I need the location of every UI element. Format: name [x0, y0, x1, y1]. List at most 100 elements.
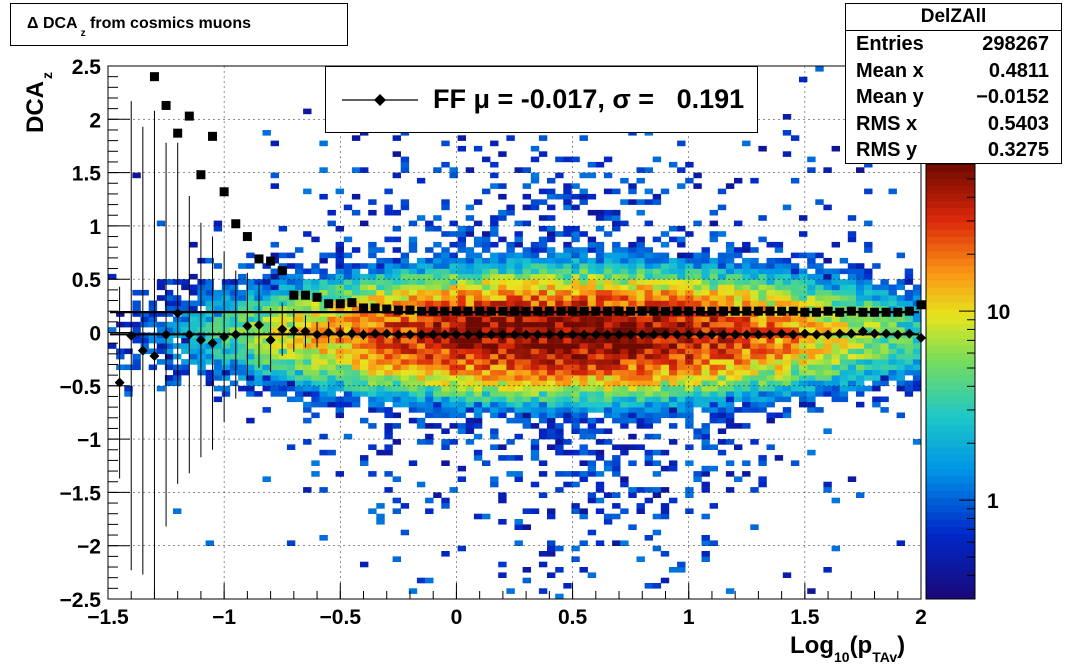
- heatmap-cell: [433, 252, 442, 259]
- heatmap-cell: [620, 247, 629, 253]
- heatmap-cell: [343, 364, 353, 371]
- heatmap-cell: [888, 300, 897, 307]
- heatmap-cell: [498, 193, 507, 200]
- heatmap-cell: [750, 439, 759, 445]
- heatmap-cell: [522, 417, 531, 424]
- heatmap-cell: [205, 348, 214, 355]
- heatmap-cell: [725, 401, 735, 408]
- heatmap-cell: [319, 375, 328, 381]
- heatmap-cell: [571, 268, 580, 275]
- heatmap-cell: [498, 396, 507, 403]
- heatmap-cell: [295, 380, 304, 387]
- heatmap-cell: [327, 385, 336, 392]
- heatmap-cell: [368, 311, 377, 317]
- heatmap-cell: [522, 279, 531, 285]
- heatmap-cell: [734, 279, 743, 285]
- heatmap-cell: [538, 407, 548, 413]
- heatmap-cell: [555, 364, 564, 371]
- heatmap-cell: [758, 353, 767, 360]
- heatmap-cell: [221, 289, 231, 296]
- heatmap-cell: [904, 364, 914, 371]
- heatmap-cell: [360, 391, 369, 397]
- heatmap-cell: [912, 289, 922, 296]
- heatmap-cell: [774, 321, 784, 328]
- heatmap-cell: [238, 369, 247, 376]
- heatmap-cell: [790, 337, 800, 344]
- heatmap-cell: [799, 289, 808, 296]
- heatmap-cell: [384, 412, 393, 419]
- heatmap-cell: [799, 252, 808, 259]
- heatmap-cell: [807, 295, 816, 301]
- heatmap-cell: [189, 300, 198, 307]
- heatmap-cell: [538, 385, 548, 392]
- heatmap-cell: [603, 284, 613, 291]
- heatmap-cell: [514, 273, 523, 280]
- heatmap-cell: [311, 359, 320, 365]
- heatmap-cell: [912, 316, 922, 323]
- heatmap-cell: [351, 247, 361, 253]
- heatmap-cell: [327, 369, 336, 376]
- heatmap-cell: [449, 369, 458, 376]
- heatmap-cell: [343, 396, 353, 403]
- heatmap-cell: [384, 487, 393, 493]
- heatmap-cell: [490, 289, 499, 296]
- heatmap-cell: [579, 449, 588, 456]
- heatmap-cell: [563, 396, 572, 403]
- heatmap-cell: [343, 236, 353, 243]
- heatmap-cell: [392, 556, 401, 562]
- heatmap-cell: [563, 311, 572, 317]
- heatmap-cell: [319, 257, 328, 264]
- heatmap-cell: [896, 353, 905, 360]
- heatmap-cell: [612, 353, 621, 360]
- heatmap-cell: [652, 343, 662, 349]
- heatmap-cell: [847, 279, 857, 285]
- heatmap-cell: [815, 284, 824, 291]
- heatmap-cell: [709, 444, 718, 450]
- heatmap-cell: [303, 343, 312, 349]
- heatmap-cell: [612, 225, 621, 232]
- color-scale-segment: [926, 214, 975, 223]
- heatmap-cell: [547, 263, 556, 269]
- heatmap-cell: [742, 247, 751, 253]
- heatmap-cell: [677, 257, 686, 264]
- heatmap-cell: [628, 524, 637, 530]
- heatmap-cell: [140, 337, 149, 344]
- heatmap-cell: [221, 305, 231, 312]
- heatmap-cell: [579, 508, 588, 514]
- heatmap-cell: [831, 273, 840, 280]
- heatmap-cell: [530, 268, 540, 275]
- heatmap-cell: [400, 289, 410, 296]
- heatmap-cell: [904, 289, 914, 296]
- heatmap-cell: [246, 327, 255, 333]
- heatmap-cell: [758, 369, 767, 376]
- heatmap-cell: [685, 295, 694, 301]
- heatmap-cell: [327, 220, 336, 227]
- heatmap-cell: [156, 279, 166, 285]
- heatmap-cell: [555, 439, 564, 445]
- heatmap-cell: [831, 385, 840, 392]
- heatmap-cell: [888, 337, 897, 344]
- heatmap-cell: [579, 295, 588, 301]
- heatmap-cell: [547, 215, 556, 221]
- heatmap-cell: [603, 401, 613, 408]
- heatmap-cell: [766, 241, 775, 248]
- heatmap-cell: [514, 167, 523, 173]
- heatmap-cell: [750, 284, 759, 291]
- heatmap-cell: [514, 353, 523, 360]
- heatmap-cell: [238, 337, 247, 344]
- heatmap-cell: [790, 289, 800, 296]
- heatmap-cell: [790, 279, 800, 285]
- heatmap-cell: [164, 337, 174, 344]
- histogram-title-rest: from cosmics muons: [85, 15, 251, 32]
- heatmap-cell: [335, 295, 344, 301]
- heatmap-cell: [221, 300, 231, 307]
- heatmap-cell: [734, 337, 743, 344]
- heatmap-cell: [644, 300, 653, 307]
- heatmap-cell: [603, 513, 613, 520]
- heatmap-cell: [734, 268, 743, 275]
- heatmap-cell: [823, 279, 832, 285]
- heatmap-cell: [286, 396, 296, 403]
- heatmap-cell: [530, 359, 540, 365]
- heatmap-cell: [587, 492, 597, 498]
- heatmap-cell: [368, 401, 377, 408]
